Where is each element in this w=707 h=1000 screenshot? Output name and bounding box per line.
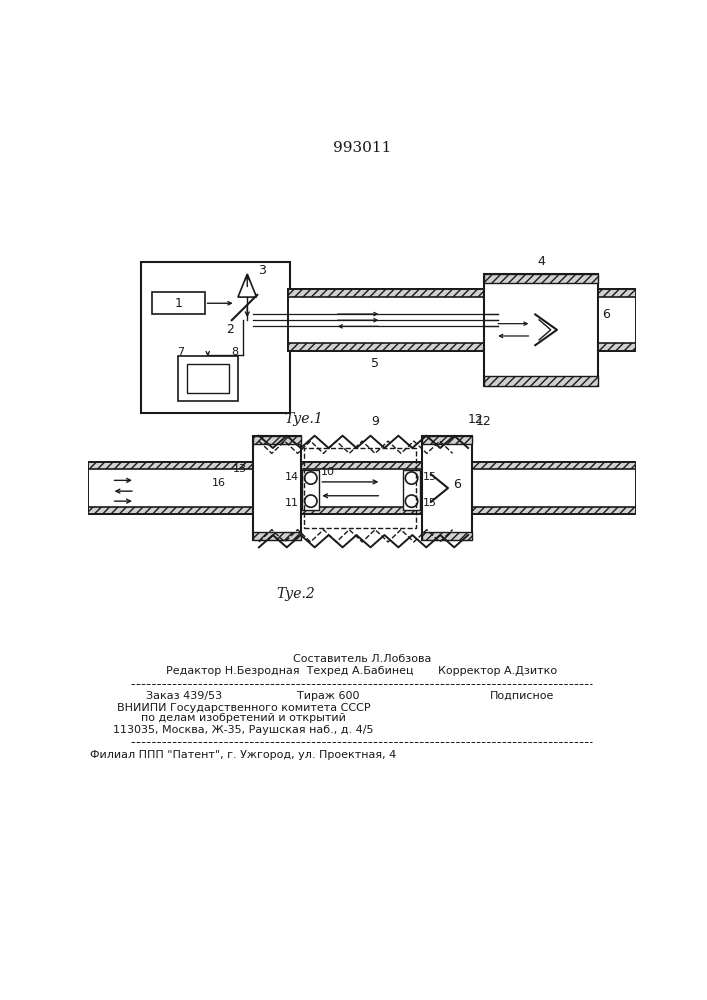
Text: 5: 5 (371, 357, 379, 370)
Bar (177, 356, 238, 401)
Text: 113035, Москва, Ж-35, Раушская наб., д. 4/5: 113035, Москва, Ж-35, Раушская наб., д. … (113, 725, 373, 735)
Text: Редактор Н.Безродная  Техред А.Бабинец       Корректор А.Дзитко: Редактор Н.Безродная Техред А.Бабинец Ко… (166, 666, 558, 676)
Bar (252, 436, 300, 444)
Text: 12: 12 (468, 413, 484, 426)
Text: 6: 6 (602, 308, 610, 321)
Text: 14: 14 (285, 472, 299, 482)
Bar (252, 436, 300, 540)
Text: Тираж 600: Тираж 600 (298, 691, 360, 701)
Text: 15: 15 (423, 472, 437, 482)
Bar (403, 470, 420, 510)
Bar (141, 262, 290, 413)
Bar (421, 532, 472, 540)
Bar (88, 462, 636, 514)
Bar (598, 289, 636, 297)
Bar (303, 470, 320, 510)
Text: Τуе.2: Τуе.2 (276, 587, 315, 601)
Bar (288, 343, 498, 351)
Bar (598, 289, 636, 351)
Bar (88, 462, 636, 514)
Bar (484, 274, 598, 283)
Bar (288, 289, 498, 351)
Text: 8: 8 (231, 347, 238, 357)
Bar (598, 343, 636, 351)
Text: 12: 12 (476, 415, 491, 428)
Bar (484, 376, 598, 386)
Text: Τуе.1: Τуе.1 (284, 412, 323, 426)
Text: ВНИИПИ Государственного комитета СССР: ВНИИПИ Государственного комитета СССР (117, 703, 370, 713)
Text: 4: 4 (537, 255, 545, 268)
Text: 2: 2 (226, 323, 234, 336)
Bar (88, 507, 636, 514)
Bar (288, 289, 498, 297)
Bar (421, 436, 472, 540)
Text: 13: 13 (233, 464, 247, 474)
Polygon shape (238, 274, 257, 297)
Text: Составитель Л.Лобзова: Составитель Л.Лобзова (293, 654, 431, 664)
Text: 993011: 993011 (333, 141, 391, 155)
Bar (598, 289, 636, 351)
Bar (421, 436, 472, 444)
Text: 11: 11 (285, 498, 299, 508)
Bar (187, 364, 228, 393)
Text: 1: 1 (175, 297, 182, 310)
Text: Заказ 439/53: Заказ 439/53 (146, 691, 223, 701)
Text: 7: 7 (177, 347, 184, 357)
Text: 3: 3 (258, 264, 266, 277)
Bar (152, 292, 204, 314)
Bar (88, 462, 636, 469)
Text: 9: 9 (371, 415, 379, 428)
Text: 16: 16 (211, 478, 226, 488)
Text: 6: 6 (452, 478, 460, 491)
Text: 15: 15 (423, 498, 437, 508)
Bar (252, 532, 300, 540)
Text: 10: 10 (321, 467, 335, 477)
Text: по делам изобретений и открытий: по делам изобретений и открытий (141, 713, 346, 723)
Text: Подписное: Подписное (490, 691, 554, 701)
Bar (304, 448, 416, 528)
Text: Филиал ППП "Патент", г. Ужгород, ул. Проектная, 4: Филиал ППП "Патент", г. Ужгород, ул. Про… (90, 750, 397, 760)
Bar (288, 289, 498, 351)
Bar (484, 274, 598, 386)
